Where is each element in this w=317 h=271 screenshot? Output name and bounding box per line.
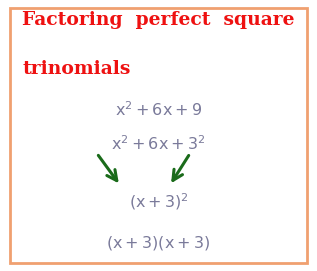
Text: Factoring  perfect  square: Factoring perfect square (22, 11, 295, 29)
Text: trinomials: trinomials (22, 60, 131, 78)
Text: $\mathrm{x}^2 + \mathrm{6x} + \mathrm{9}$: $\mathrm{x}^2 + \mathrm{6x} + \mathrm{9}… (115, 100, 202, 119)
Text: $\mathrm{(x + 3)(x + 3)}$: $\mathrm{(x + 3)(x + 3)}$ (107, 234, 210, 251)
Text: $\mathrm{x}^2 + \mathrm{6x} + \mathrm{3}^2$: $\mathrm{x}^2 + \mathrm{6x} + \mathrm{3}… (111, 134, 206, 153)
Text: $\mathrm{(x + 3)}^2$: $\mathrm{(x + 3)}^2$ (129, 192, 188, 212)
